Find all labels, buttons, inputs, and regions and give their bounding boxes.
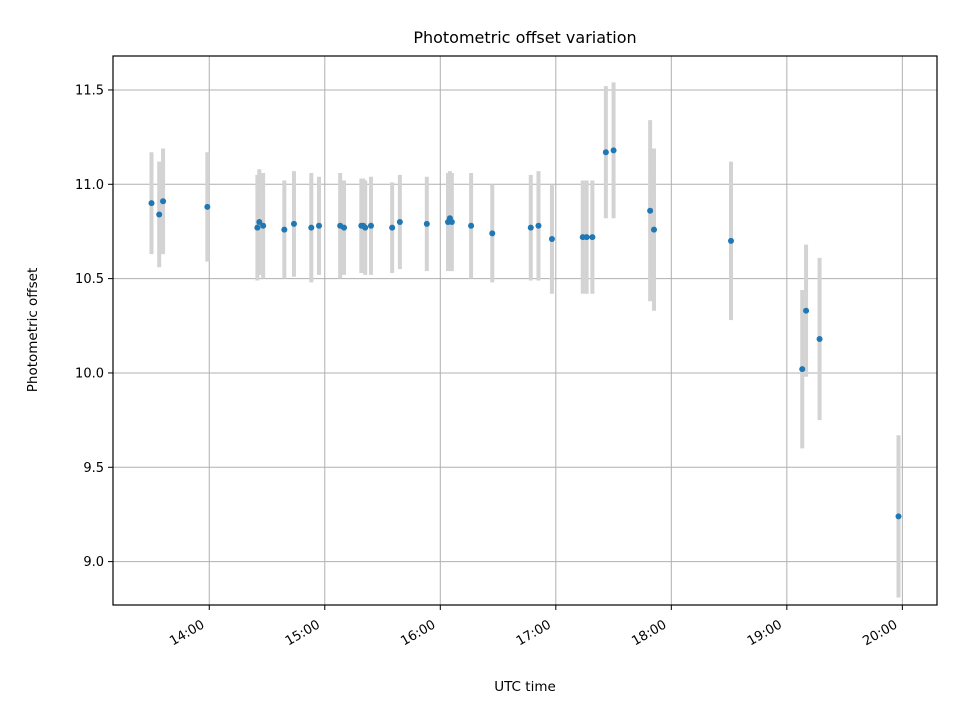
data-point [341, 224, 348, 231]
data-point [281, 226, 288, 233]
x-axis-label: UTC time [494, 679, 556, 695]
data-point [589, 234, 596, 241]
data-point [728, 237, 734, 244]
data-point [423, 220, 430, 227]
data-point [204, 203, 211, 210]
plot-area [113, 56, 937, 605]
y-tick-label: 11.0 [75, 178, 104, 193]
y-tick-label: 9.0 [83, 555, 104, 570]
plot-frame [112, 55, 938, 606]
data-point [260, 222, 267, 229]
data-point [316, 222, 322, 229]
y-axis-label: Photometric offset [25, 268, 41, 392]
data-point [468, 222, 475, 229]
grid [113, 56, 937, 605]
data-point [647, 207, 654, 214]
y-tick-label: 11.5 [75, 83, 104, 98]
data-point [650, 226, 657, 233]
data-point [362, 224, 369, 231]
data-point [290, 220, 297, 227]
data-point [489, 230, 496, 237]
data-point [448, 219, 455, 226]
data-point [527, 224, 534, 231]
data-points [148, 147, 902, 520]
data-point [535, 222, 542, 229]
data-point [160, 198, 167, 205]
chart-title: Photometric offset variation [413, 28, 636, 47]
data-point [367, 222, 374, 229]
data-point [895, 513, 902, 520]
data-point [816, 335, 823, 342]
y-tick-label: 9.5 [83, 461, 104, 476]
data-point [602, 149, 609, 156]
data-point [156, 211, 163, 218]
data-point [803, 307, 810, 314]
data-point [799, 366, 806, 373]
data-point [148, 200, 155, 207]
data-point [396, 219, 403, 226]
data-point [548, 236, 555, 242]
data-point [389, 224, 396, 231]
y-axis-ticks: 9.0 9.5 10.0 10.5 11.0 11.5 [75, 83, 113, 570]
data-point [308, 224, 315, 231]
data-point [583, 234, 590, 241]
y-tick-label: 10.0 [75, 366, 104, 381]
data-point [256, 219, 263, 226]
data-point [254, 224, 261, 231]
data-point [610, 147, 617, 154]
y-tick-label: 10.5 [75, 272, 104, 287]
